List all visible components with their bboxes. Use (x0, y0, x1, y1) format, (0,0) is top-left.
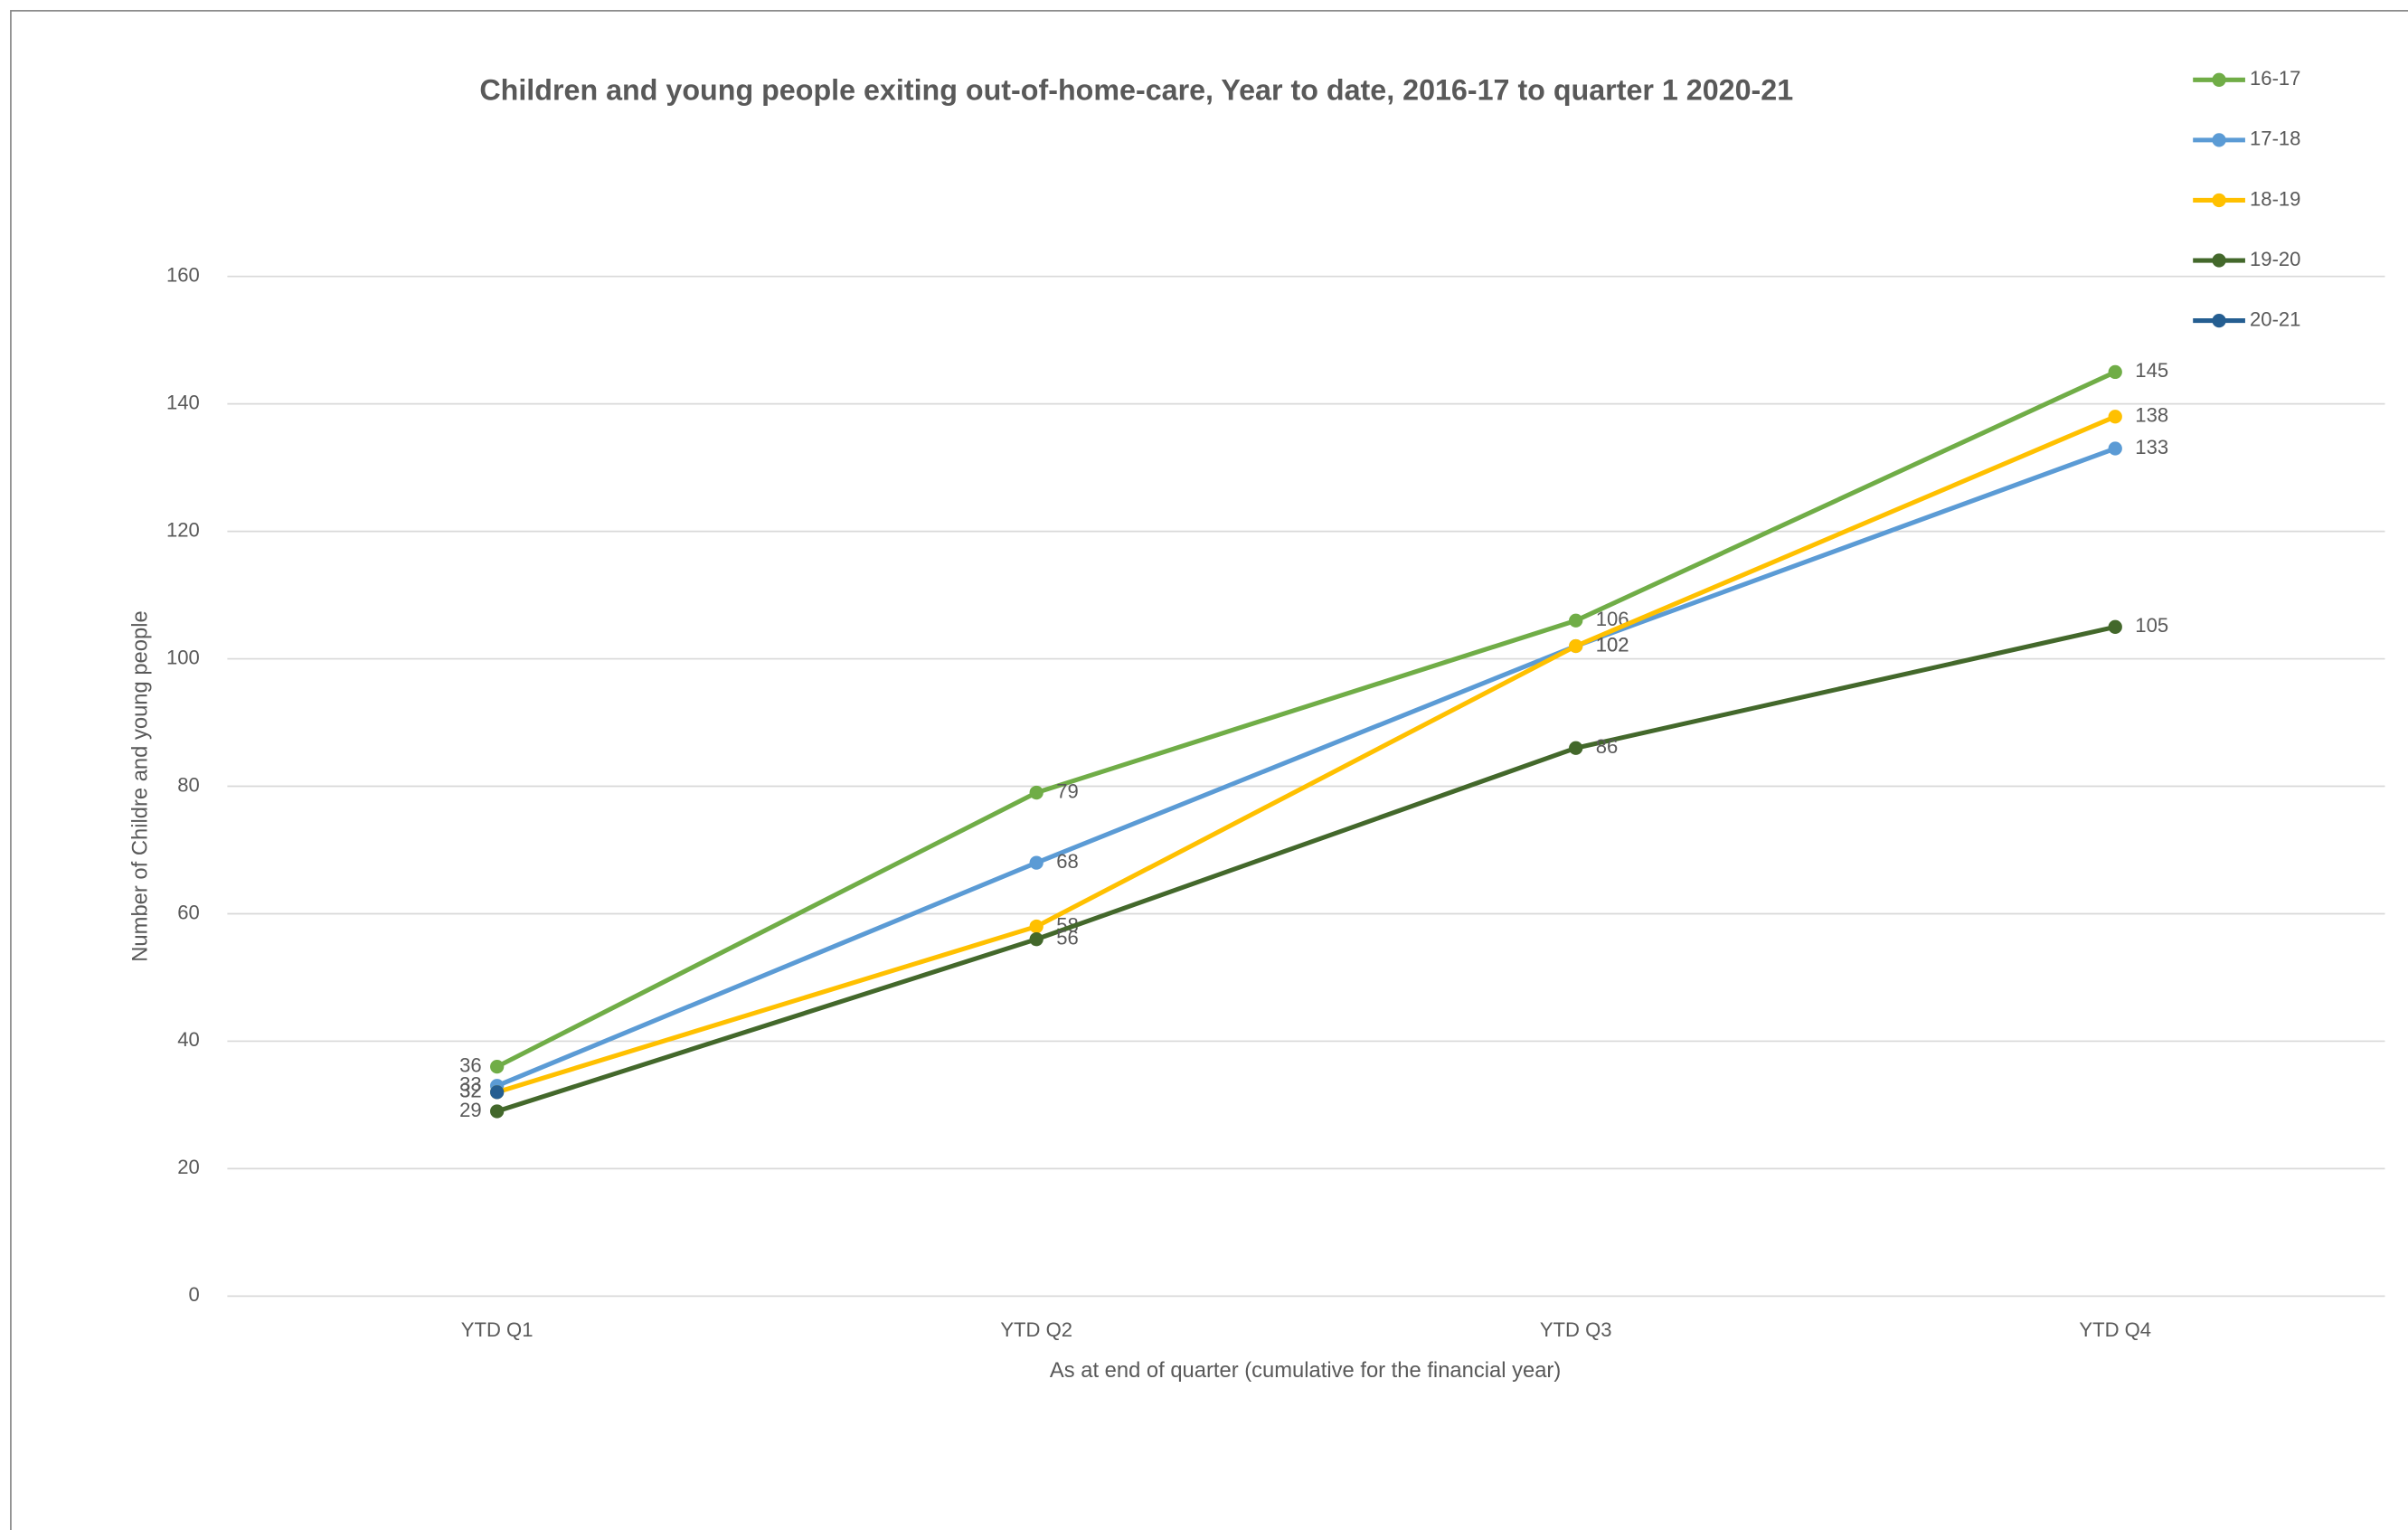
series-line (496, 446, 2117, 1089)
legend-label: 20-21 (2250, 307, 2300, 330)
legend-marker (2212, 133, 2226, 147)
data-label: 56 (1056, 926, 1079, 949)
legend-label: 19-20 (2250, 248, 2300, 270)
data-label: 33 (459, 1073, 482, 1096)
data-label: 102 (1596, 633, 1629, 656)
y-tick-label: 120 (166, 518, 200, 541)
data-point (2108, 441, 2122, 456)
x-tick-label: YTD Q3 (1540, 1318, 1612, 1341)
y-tick-label: 20 (177, 1156, 200, 1178)
data-point (2108, 364, 2122, 380)
x-tick-label: YTD Q2 (1000, 1318, 1072, 1341)
data-point (2108, 410, 2122, 424)
data-point (490, 1085, 505, 1100)
data-label: 32 (459, 1080, 482, 1102)
data-point (490, 1059, 505, 1074)
series-line (496, 414, 2117, 1095)
chart-title: Children and young people exiting out-of… (479, 73, 1793, 106)
legend-marker (2212, 72, 2226, 87)
data-point (2108, 619, 2122, 634)
y-tick-label: 160 (166, 264, 200, 287)
data-point (1029, 855, 1043, 870)
legend-label: 17-18 (2250, 128, 2300, 150)
data-point (1569, 638, 1583, 654)
x-axis-title: As at end of quarter (cumulative for the… (1050, 1358, 1561, 1383)
legend-marker (2212, 193, 2226, 208)
y-tick-label: 140 (166, 391, 200, 413)
data-label: 68 (1056, 850, 1079, 873)
data-label: 32 (459, 1080, 482, 1102)
y-axis-title: Number of Childre and young people (128, 610, 153, 961)
x-tick-label: YTD Q1 (461, 1318, 534, 1341)
data-label: 36 (459, 1053, 482, 1076)
y-tick-label: 40 (177, 1028, 200, 1051)
data-label: 86 (1596, 735, 1619, 758)
series-line (496, 370, 2117, 1069)
data-label: 138 (2135, 404, 2168, 427)
data-label: 79 (1056, 779, 1079, 802)
legend-label: 18-19 (2250, 187, 2300, 210)
legend-marker (2212, 313, 2226, 328)
y-tick-label: 80 (177, 773, 200, 796)
legend-marker (2212, 253, 2226, 268)
data-point (1569, 741, 1583, 755)
data-label: 133 (2135, 436, 2168, 458)
y-tick-label: 100 (166, 646, 200, 668)
data-point (1029, 785, 1043, 800)
x-tick-label: YTD Q4 (2079, 1318, 2151, 1341)
data-label: 105 (2135, 614, 2168, 637)
series-line (496, 624, 2116, 1114)
data-point (490, 1104, 505, 1119)
legend-label: 16-17 (2250, 67, 2300, 90)
chart-frame (10, 10, 2408, 1530)
data-point (1029, 919, 1043, 934)
data-label: 29 (459, 1099, 482, 1121)
data-point (1029, 932, 1043, 947)
data-label: 145 (2135, 359, 2168, 382)
data-point (1569, 613, 1583, 628)
y-tick-label: 0 (189, 1283, 200, 1306)
y-tick-label: 60 (177, 901, 200, 923)
